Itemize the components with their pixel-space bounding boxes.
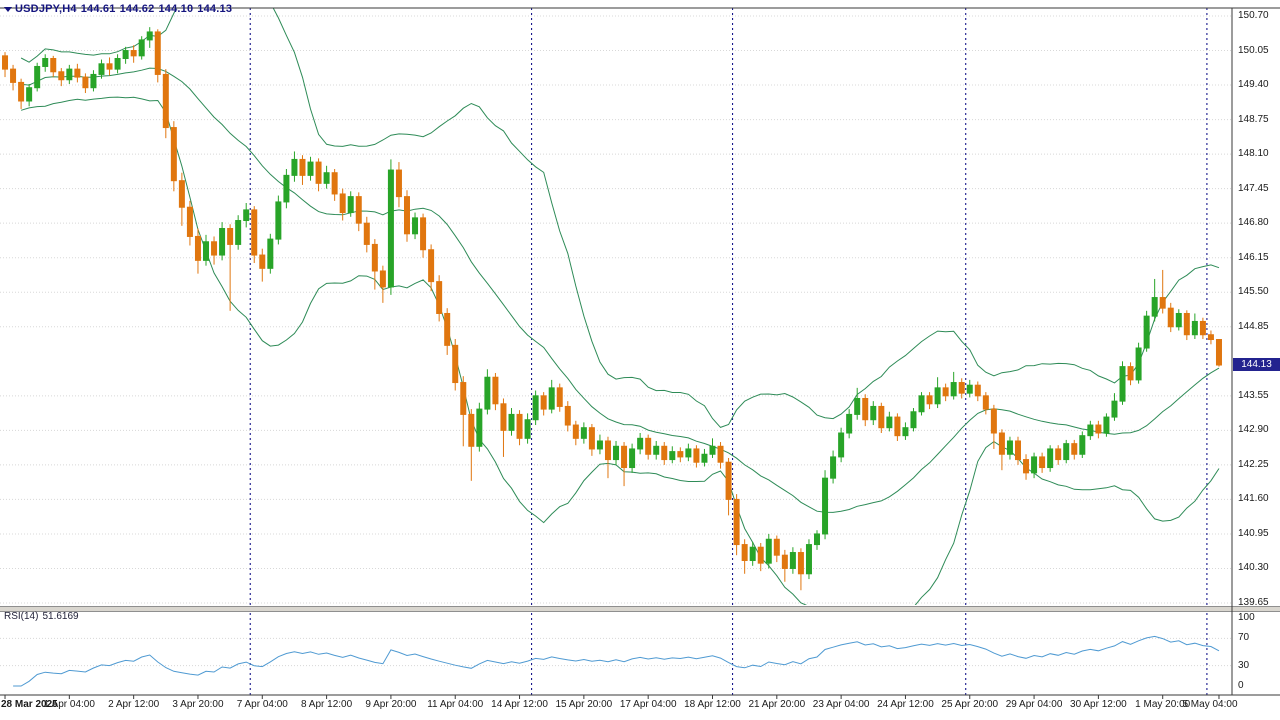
rsi-axis-label: 30 bbox=[1238, 659, 1250, 671]
ohlc-close: 144.13 bbox=[197, 3, 233, 15]
ohlc-open: 144.61 bbox=[80, 3, 116, 15]
symbol-info: USDJPY,H4 144.61 144.62 144.10 144.13 bbox=[15, 3, 236, 15]
time-axis-label: 18 Apr 12:00 bbox=[684, 699, 741, 710]
time-axis-label: 11 Apr 04:00 bbox=[427, 699, 484, 710]
price-axis-label: 141.60 bbox=[1238, 493, 1269, 505]
rsi-indicator-label: RSI(14) 51.6169 bbox=[4, 611, 83, 622]
time-axis-label: 24 Apr 12:00 bbox=[877, 699, 934, 710]
time-axis-label: 3 Apr 20:00 bbox=[172, 699, 224, 710]
ohlc-high: 144.62 bbox=[119, 3, 155, 15]
time-axis-label: 30 Apr 12:00 bbox=[1070, 699, 1127, 710]
price-axis-label: 140.95 bbox=[1238, 527, 1269, 539]
price-axis-label: 142.25 bbox=[1238, 458, 1269, 470]
price-axis-label: 147.45 bbox=[1238, 182, 1269, 194]
rsi-axis-label: 100 bbox=[1238, 612, 1255, 623]
time-axis-label: 25 Apr 20:00 bbox=[941, 699, 999, 710]
price-axis-label: 139.65 bbox=[1238, 597, 1269, 608]
price-axis-label: 146.80 bbox=[1238, 217, 1269, 229]
price-axis-label: 140.30 bbox=[1238, 562, 1269, 574]
price-axis-label: 144.85 bbox=[1238, 320, 1269, 332]
time-axis-label: 1 May 20:00 bbox=[1135, 699, 1191, 710]
price-axis-label: 148.10 bbox=[1238, 148, 1269, 160]
time-axis-label: 21 Apr 20:00 bbox=[748, 699, 806, 710]
time-axis-label: 17 Apr 04:00 bbox=[619, 699, 677, 710]
rsi-name: RSI(14) bbox=[4, 611, 39, 622]
time-axis-label: 29 Apr 04:00 bbox=[1005, 699, 1063, 710]
ohlc-low: 144.10 bbox=[158, 3, 194, 15]
price-axis-label: 142.90 bbox=[1238, 424, 1269, 436]
price-axis-label: 149.40 bbox=[1238, 79, 1269, 91]
price-axis-label: 145.50 bbox=[1238, 286, 1269, 298]
time-axis-label: 28 Mar 2025 bbox=[1, 699, 58, 710]
time-axis-label: 2 Apr 12:00 bbox=[108, 699, 160, 710]
rsi-axis-label: 70 bbox=[1238, 632, 1250, 644]
time-axis-label: 14 Apr 12:00 bbox=[491, 699, 548, 710]
rsi-axis-label: 0 bbox=[1238, 680, 1244, 691]
time-axis-label: 9 Apr 20:00 bbox=[365, 699, 417, 710]
time-axis-label: 7 Apr 04:00 bbox=[236, 699, 288, 710]
current-price-badge: 144.13 bbox=[1233, 358, 1280, 371]
symbol-dropdown-icon[interactable] bbox=[4, 7, 12, 12]
price-axis-label: 150.05 bbox=[1238, 44, 1269, 56]
rsi-value: 51.6169 bbox=[42, 611, 79, 622]
price-axis-label: 146.15 bbox=[1238, 251, 1269, 263]
symbol-period-label: USDJPY,H4 bbox=[15, 3, 77, 15]
time-axis-label: 8 Apr 12:00 bbox=[301, 699, 353, 710]
price-axis-label: 143.55 bbox=[1238, 389, 1269, 401]
time-axis-label: 5 May 04:00 bbox=[1182, 699, 1238, 710]
current-price-value: 144.13 bbox=[1241, 359, 1272, 370]
price-axis-label: 150.70 bbox=[1238, 10, 1269, 21]
time-axis-label: 1 Apr 04:00 bbox=[43, 699, 95, 710]
time-axis-label: 15 Apr 20:00 bbox=[555, 699, 613, 710]
price-axis-label: 148.75 bbox=[1238, 113, 1269, 125]
time-axis-label: 23 Apr 04:00 bbox=[812, 699, 870, 710]
